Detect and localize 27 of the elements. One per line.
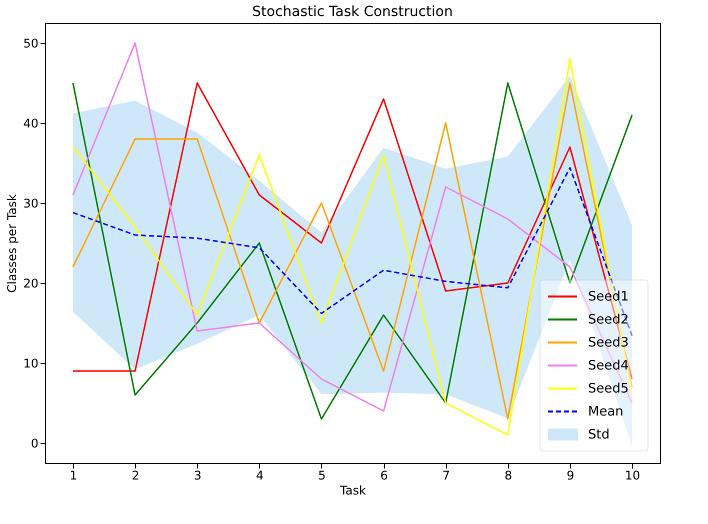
- legend-label: Seed2: [588, 312, 629, 328]
- x-axis-title: Task: [339, 484, 366, 498]
- legend-label: Seed5: [588, 382, 629, 396]
- x-tick-label: 10: [624, 468, 640, 482]
- legend-label: Seed4: [588, 358, 629, 374]
- legend-label: Std: [588, 428, 610, 442]
- x-tick-label: 8: [504, 468, 512, 482]
- x-tick-label: 4: [256, 468, 264, 482]
- y-tick-label: 20: [23, 276, 38, 290]
- y-axis-title: Classes per Task: [5, 194, 20, 293]
- line-series: [72, 167, 633, 337]
- x-tick-label: 5: [318, 468, 326, 482]
- x-tick-label: 6: [380, 468, 388, 482]
- chart-title: Stochastic Task Construction: [252, 4, 453, 20]
- x-tick-label: 7: [442, 468, 450, 482]
- legend-label: Seed3: [588, 336, 629, 350]
- legend-label: Mean: [588, 404, 624, 420]
- y-tick-label: 0: [30, 436, 38, 450]
- y-tick-label: 50: [23, 36, 38, 50]
- y-tick-label: 10: [23, 356, 38, 370]
- x-tick-label: 2: [132, 468, 140, 482]
- legend-label: Seed1: [588, 290, 629, 304]
- y-tick-label: 40: [23, 116, 38, 130]
- x-tick-label: 1: [70, 468, 78, 482]
- y-tick-label: 30: [23, 196, 38, 210]
- x-tick-label: 9: [566, 468, 574, 482]
- x-tick-label: 3: [194, 468, 202, 482]
